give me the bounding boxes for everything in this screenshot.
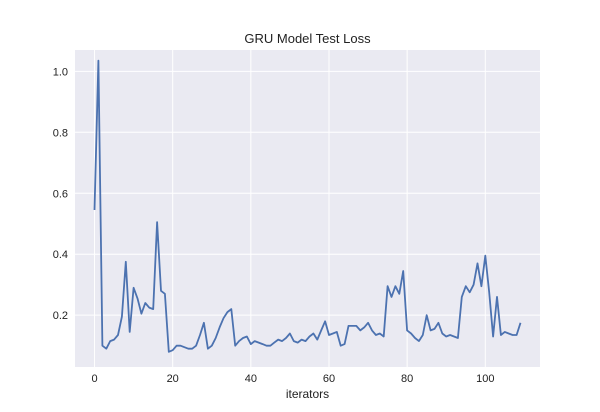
y-tick-label: 0.2 — [53, 310, 68, 322]
x-tick-label: 0 — [91, 373, 97, 385]
x-tick-label: 40 — [245, 373, 257, 385]
x-tick-label: 60 — [323, 373, 335, 385]
x-axis-label: iterators — [286, 387, 329, 401]
x-tick-label: 20 — [167, 373, 179, 385]
tick-labels: 0 20 40 60 80 100 0.2 0.4 0.6 0.8 1.0 — [53, 66, 495, 385]
y-tick-label: 1.0 — [53, 66, 68, 78]
y-tick-label: 0.8 — [53, 127, 68, 139]
x-tick-label: 80 — [401, 373, 413, 385]
y-tick-label: 0.6 — [53, 188, 68, 200]
x-tick-label: 100 — [476, 373, 494, 385]
grid-lines — [75, 50, 540, 367]
series-line — [93, 59, 522, 353]
chart-title: GRU Model Test Loss — [244, 31, 371, 46]
series-layer — [93, 59, 522, 353]
y-tick-label: 0.4 — [53, 249, 68, 261]
plot-background — [75, 50, 540, 367]
